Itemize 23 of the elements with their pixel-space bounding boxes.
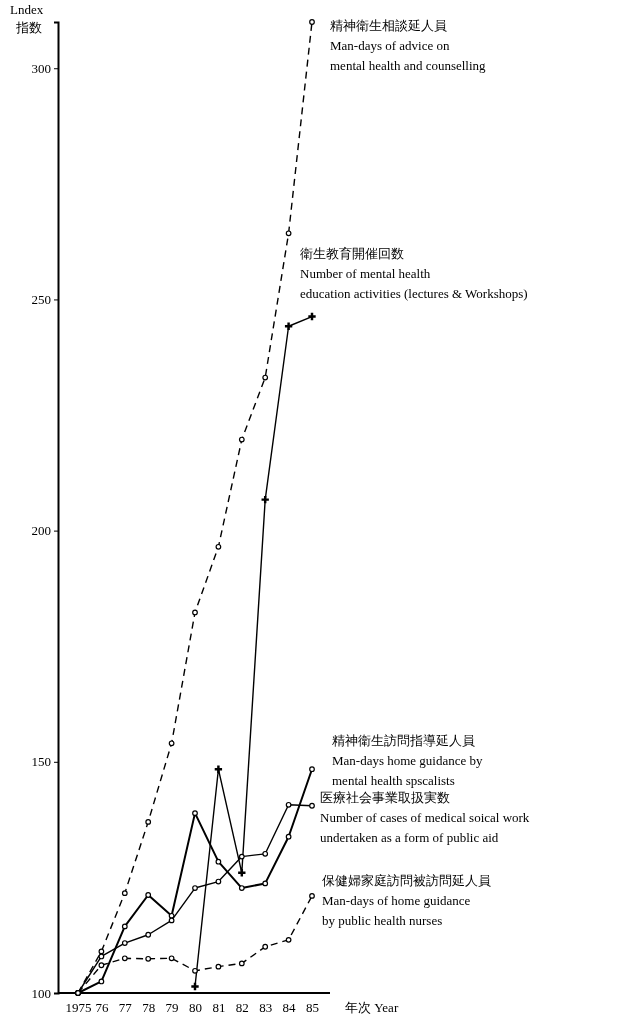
x-tick-label: 82 [235, 1000, 249, 1016]
series-label: 精神衛生相談延人員 Man-days of advice on mental health and counselling [330, 18, 487, 73]
series-label: 衛生教育開催回数 Number of mental health education activities (lectures & Workshops) [300, 246, 528, 301]
y-tick-label: 200 [31, 523, 51, 539]
x-tick-label: 80 [189, 1000, 202, 1016]
x-tick-label: 79 [165, 1000, 179, 1016]
x-tick-label: 76 [95, 1000, 109, 1016]
x-tick-label: 81 [212, 1000, 226, 1016]
y-tick-label: 100 [31, 985, 51, 1001]
x-tick-label: 77 [118, 1000, 133, 1016]
series-label: 精神衛生訪問指導延人員 Man-days home guidance by mental health spscalists [332, 733, 484, 788]
y-tick-label: 150 [31, 754, 51, 770]
y-axis-title: Lndex 指数 [10, 2, 44, 35]
series-label: 医療社会事業取扱実数 Number of cases of medical soical work undertaken as a form of public aid [320, 790, 530, 845]
x-tick-label: 84 [282, 1000, 297, 1016]
y-tick-label: 250 [31, 292, 51, 308]
x-tick-label: 78 [142, 1000, 156, 1016]
y-tick-label: 300 [31, 60, 51, 76]
x-tick-label: 83 [259, 1000, 273, 1016]
x-tick-label: 85 [306, 1000, 319, 1016]
x-tick-label: 1975 [65, 1000, 92, 1016]
series-label: 保健婦家庭訪問被訪問延人員 Man-days of home guidance by public health nurses [322, 873, 491, 928]
x-axis-title: 年次 Year [345, 1000, 399, 1015]
